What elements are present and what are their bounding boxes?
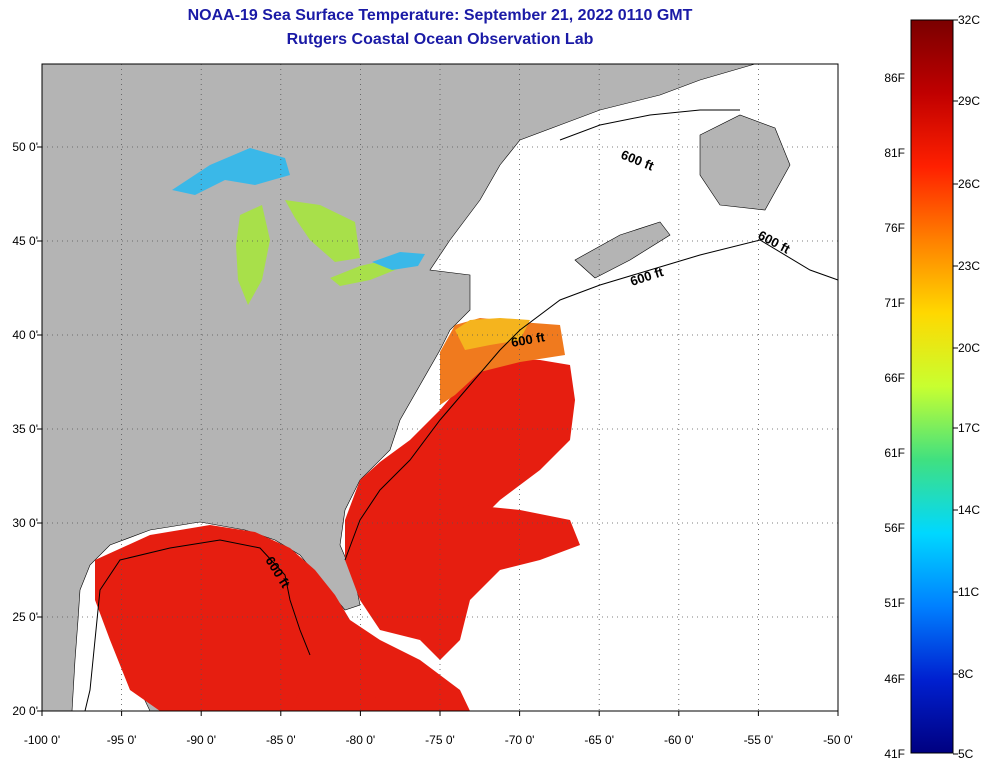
lon-tick-label: -85 0' — [266, 733, 296, 747]
lon-tick-label: -75 0' — [425, 733, 455, 747]
colorbar-fahrenheit-label: 81F — [884, 146, 905, 160]
colorbar-fahrenheit-label: 61F — [884, 446, 905, 460]
colorbar-celsius-label: 20C — [958, 341, 980, 355]
colorbar-celsius-label: 26C — [958, 177, 980, 191]
lat-tick-label: 50 0' — [12, 140, 38, 154]
lat-tick-label: 45 0' — [12, 234, 38, 248]
lon-tick-label: -65 0' — [584, 733, 614, 747]
lat-tick-label: 35 0' — [12, 422, 38, 436]
colorbar-celsius-label: 5C — [958, 747, 974, 761]
longitude-tick-labels: -100 0' -95 0' -90 0' -85 0' -80 0' -75 0' -70… — [24, 711, 853, 747]
colorbar-celsius-label: 23C — [958, 259, 980, 273]
colorbar-celsius-label: 17C — [958, 421, 980, 435]
lat-tick-label: 25 0' — [12, 610, 38, 624]
colorbar-celsius-label: 11C — [958, 585, 979, 599]
colorbar-fahrenheit-label: 66F — [884, 371, 905, 385]
lat-tick-label: 30 0' — [12, 516, 38, 530]
colorbar-celsius-label: 14C — [958, 503, 980, 517]
colorbar-fahrenheit-label: 56F — [884, 521, 905, 535]
colorbar-fahrenheit-label: 46F — [884, 672, 905, 686]
lat-tick-label: 40 0' — [12, 328, 38, 342]
colorbar-celsius-label: 8C — [958, 667, 974, 681]
lon-tick-label: -60 0' — [664, 733, 694, 747]
latitude-tick-labels: 50 0' 45 0' 40 0' 35 0' 30 0' 25 0' 20 0' — [12, 140, 42, 718]
lon-tick-label: -90 0' — [186, 733, 216, 747]
colorbar-fahrenheit-label: 71F — [884, 296, 905, 310]
colorbar-celsius-label: 29C — [958, 94, 980, 108]
lat-tick-label: 20 0' — [12, 704, 38, 718]
colorbar-fahrenheit-label: 86F — [884, 71, 905, 85]
colorbar — [911, 20, 953, 753]
lon-tick-label: -80 0' — [346, 733, 376, 747]
lon-tick-label: -100 0' — [24, 733, 60, 747]
colorbar-fahrenheit-label: 76F — [884, 221, 905, 235]
colorbar-fahrenheit-label: 51F — [884, 596, 905, 610]
lon-tick-label: -70 0' — [505, 733, 535, 747]
lon-tick-label: -95 0' — [107, 733, 137, 747]
colorbar-celsius-label: 32C — [958, 13, 980, 27]
lon-tick-label: -50 0' — [823, 733, 853, 747]
colorbar-fahrenheit-label: 41F — [884, 747, 905, 761]
lon-tick-label: -55 0' — [744, 733, 774, 747]
